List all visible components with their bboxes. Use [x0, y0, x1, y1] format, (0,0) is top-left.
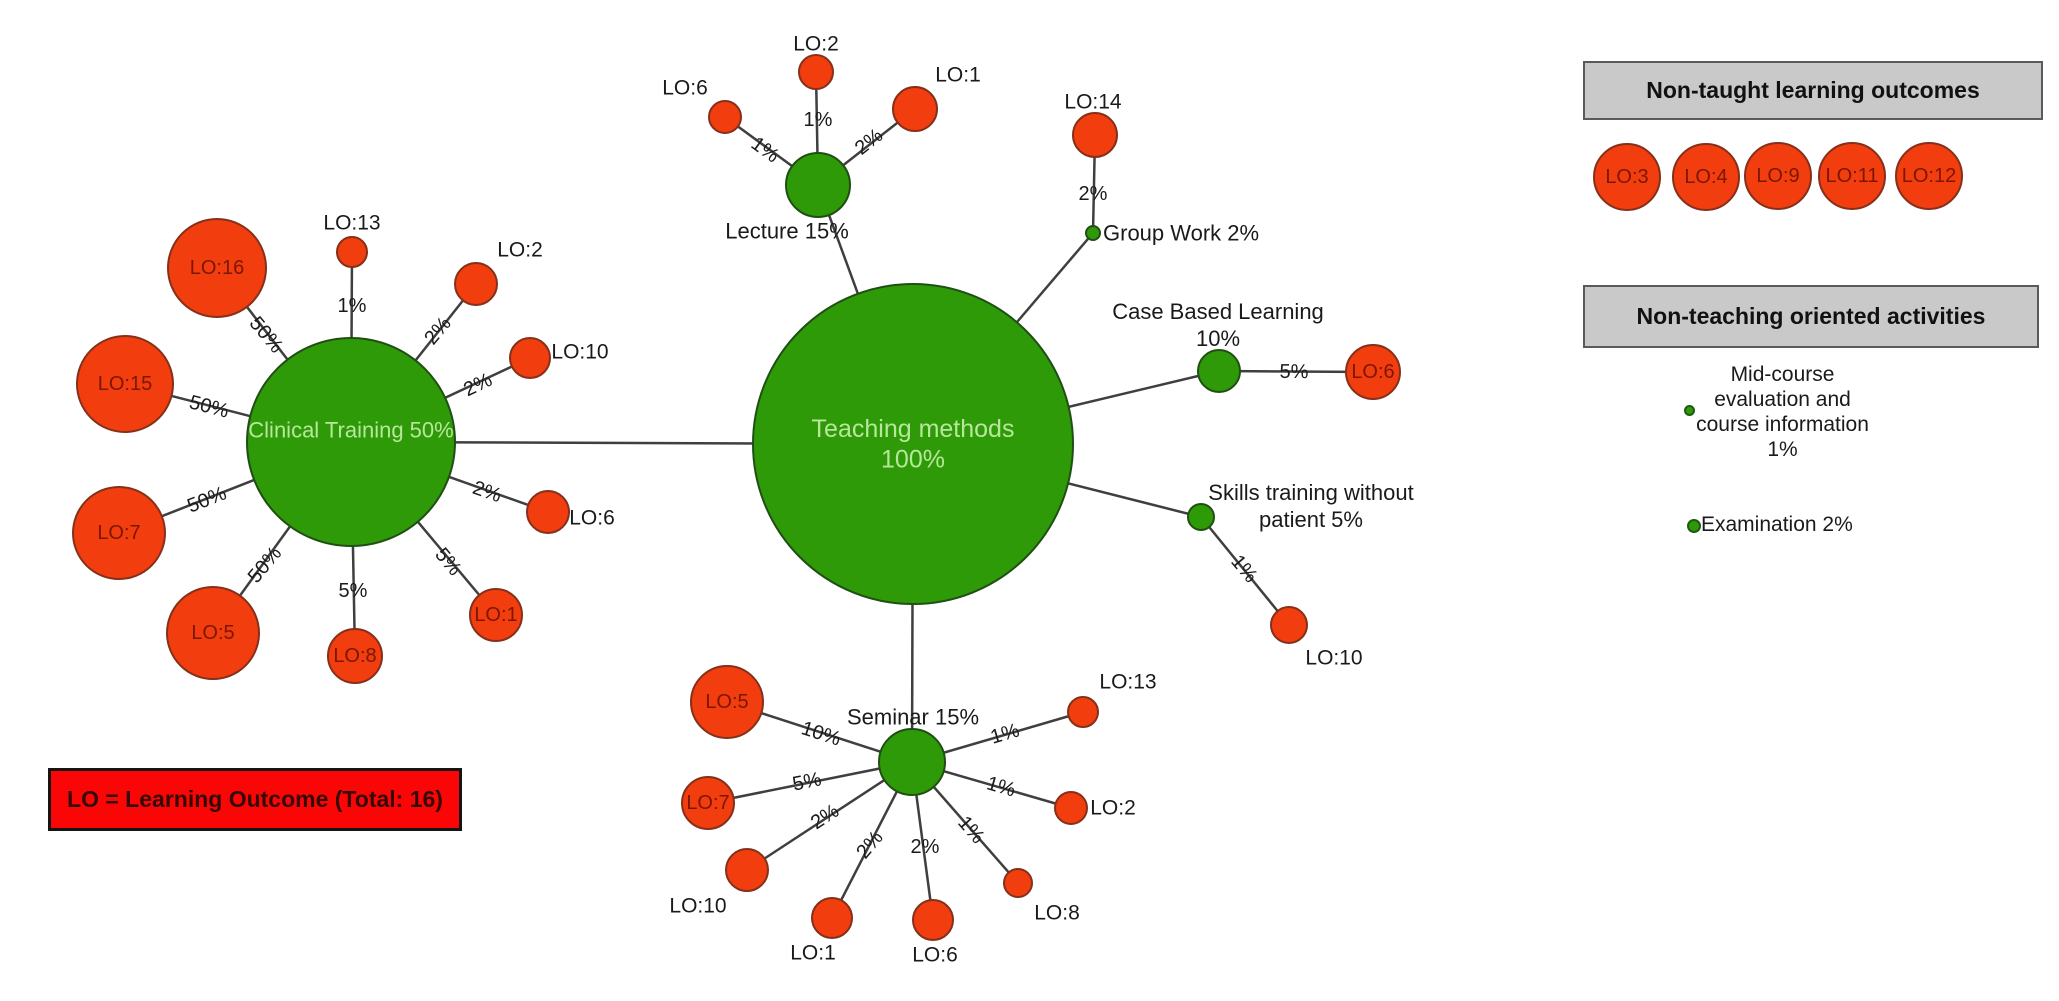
pct-lecture-lo2: 1% — [804, 109, 833, 131]
non-taught-learning-outcomes-header: Non-taught learning outcomes — [1583, 61, 2043, 120]
label-skills-training-without-patient-lo10: LO:10 — [1305, 647, 1362, 670]
node-group-work — [1085, 225, 1101, 241]
label-seminar: Seminar 15% — [847, 705, 979, 730]
label-teaching-methods: Teaching methods 100% — [812, 415, 1015, 474]
label-case-based-learning-lo6: LO:6 — [1351, 361, 1394, 383]
pct-clinical-training-lo6: 2% — [470, 477, 505, 507]
node-clinical-training-lo15 — [76, 335, 174, 433]
label-group-work-lo14: LO:14 — [1064, 91, 1122, 114]
pct-clinical-training-lo10: 2% — [460, 369, 496, 401]
node-lecture-lo6 — [708, 100, 742, 134]
label-clinical-training-lo6: LO:6 — [569, 507, 615, 530]
node-seminar-lo1 — [811, 897, 853, 939]
label-seminar-lo1: LO:1 — [790, 942, 836, 965]
label-clinical-training-lo2: LO:2 — [497, 239, 543, 262]
node-lecture — [785, 152, 851, 218]
label-seminar-lo2: LO:2 — [1090, 797, 1136, 820]
label-seminar-lo13: LO:13 — [1099, 671, 1156, 694]
non-teaching-activities-header: Non-teaching oriented activities — [1583, 285, 2039, 348]
examination-dot-icon — [1687, 519, 1701, 533]
node-seminar — [878, 728, 946, 796]
label-lecture-lo2: LO:2 — [793, 33, 839, 56]
label-lecture: Lecture 15% — [725, 219, 849, 244]
node-case-based-learning-lo6 — [1345, 344, 1401, 400]
node-seminar-lo8 — [1003, 868, 1033, 898]
label-clinical-training-lo8: LO:8 — [333, 645, 376, 667]
pct-clinical-training-lo7: 50% — [184, 482, 230, 517]
node-clinical-training-lo5 — [166, 586, 260, 680]
pct-clinical-training-lo8: 5% — [339, 580, 368, 602]
label-seminar-lo5: LO:5 — [705, 691, 748, 713]
pct-case-based-learning-lo6: 5% — [1279, 361, 1308, 383]
label-clinical-training-lo1: LO:1 — [474, 604, 517, 626]
node-clinical-training-lo1 — [469, 588, 523, 642]
label-seminar-lo7: LO:7 — [686, 792, 729, 814]
mid-course-evaluation-label: Mid-course evaluation and course informa… — [1696, 363, 1869, 461]
label-clinical-training: Clinical Training 50% — [248, 418, 453, 443]
node-clinical-training-lo8 — [327, 628, 383, 684]
pct-seminar-lo6: 2% — [911, 836, 940, 858]
label-lecture-lo6: LO:6 — [662, 77, 708, 100]
label-case-based-learning: Case Based Learning 10% — [1112, 299, 1324, 351]
node-clinical-training — [246, 337, 456, 547]
node-clinical-training-lo10 — [509, 337, 551, 379]
lo-legend-box: LO = Learning Outcome (Total: 16) — [48, 768, 462, 831]
pct-seminar-lo5: 10% — [799, 717, 844, 750]
mid-course-dot-icon — [1684, 405, 1695, 416]
pct-seminar-lo10: 2% — [807, 800, 843, 834]
examination-label: Examination 2% — [1701, 513, 1853, 536]
pct-seminar-lo7: 5% — [791, 768, 824, 795]
label-seminar-lo6: LO:6 — [912, 944, 958, 967]
pct-clinical-training-lo13: 1% — [338, 295, 367, 317]
node-clinical-training-lo7 — [72, 486, 166, 580]
label-clinical-training-lo5: LO:5 — [191, 622, 234, 644]
node-skills-training-without-patient — [1187, 503, 1215, 531]
node-group-work-lo14 — [1072, 112, 1118, 158]
node-teaching-methods — [752, 283, 1074, 605]
node-case-based-learning — [1197, 349, 1241, 393]
node-seminar-lo6 — [912, 899, 954, 941]
node-seminar-lo5 — [690, 665, 764, 739]
pct-seminar-lo1: 2% — [852, 827, 888, 863]
label-group-work: Group Work 2% — [1103, 221, 1259, 246]
label-clinical-training-lo7: LO:7 — [97, 522, 140, 544]
label-clinical-training-lo16: LO:16 — [190, 257, 244, 279]
label-seminar-lo8: LO:8 — [1034, 902, 1080, 925]
node-seminar-lo13 — [1067, 696, 1099, 728]
non-taught-lo4-node: LO:4 — [1672, 143, 1740, 211]
label-clinical-training-lo15: LO:15 — [98, 373, 152, 395]
label-lecture-lo1: LO:1 — [935, 64, 981, 87]
pct-group-work-lo14: 2% — [1079, 183, 1108, 205]
non-taught-lo11-node: LO:11 — [1818, 142, 1886, 210]
pct-seminar-lo2: 1% — [984, 772, 1018, 801]
node-seminar-lo2 — [1054, 791, 1088, 825]
edge-seminar-lo7 — [707, 760, 913, 805]
node-lecture-lo1 — [892, 86, 938, 132]
edge-skills-training-without-patient-lo10 — [1200, 516, 1290, 626]
non-taught-lo3-node: LO:3 — [1593, 143, 1661, 211]
node-clinical-training-lo16 — [167, 218, 267, 318]
node-clinical-training-lo2 — [454, 262, 498, 306]
pct-clinical-training-lo1: 5% — [430, 544, 466, 580]
node-seminar-lo7 — [681, 776, 735, 830]
node-clinical-training-lo6 — [526, 490, 570, 534]
node-skills-training-without-patient-lo10 — [1270, 606, 1308, 644]
label-skills-training-without-patient: Skills training without patient 5% — [1208, 480, 1413, 532]
node-lecture-lo2 — [798, 54, 834, 90]
node-seminar-lo10 — [725, 848, 769, 892]
label-clinical-training-lo13: LO:13 — [323, 212, 380, 235]
non-taught-lo9-node: LO:9 — [1744, 142, 1812, 210]
pct-seminar-lo13: 1% — [988, 719, 1022, 748]
label-clinical-training-lo10: LO:10 — [551, 341, 608, 364]
pct-clinical-training-lo15: 50% — [187, 391, 231, 422]
label-seminar-lo10: LO:10 — [669, 895, 726, 918]
node-clinical-training-lo13 — [336, 236, 368, 268]
non-taught-lo12-node: LO:12 — [1895, 142, 1963, 210]
